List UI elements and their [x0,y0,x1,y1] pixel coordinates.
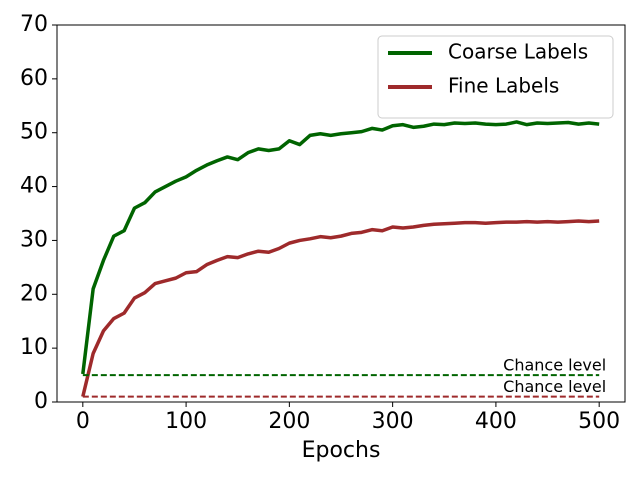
data-line [81,219,600,398]
x-tick-label: 0 [76,409,90,434]
y-tick-label: 30 [20,227,48,252]
y-tick-label: 20 [20,281,48,306]
data-line [81,120,600,375]
x-axis-label: Epochs [302,438,381,463]
y-tick-label: 40 [20,174,48,199]
y-tick-label: 60 [20,66,48,91]
y-tick-label: 0 [34,389,48,414]
y-tick-label: 70 [20,12,48,37]
legend-label: Fine Labels [448,74,559,98]
x-tick-label: 100 [165,409,207,434]
reference-label: Chance level [503,356,606,375]
reference-label: Chance level [503,377,606,396]
legend-box [377,35,614,119]
y-tick-label: 10 [20,335,48,360]
x-tick-label: 500 [578,409,620,434]
x-tick-label: 400 [475,409,517,434]
x-tick-label: 300 [372,409,414,434]
plot-frame [56,24,626,403]
legend-label: Coarse Labels [448,40,588,64]
x-tick-label: 200 [268,409,310,434]
y-tick-label: 50 [20,120,48,145]
